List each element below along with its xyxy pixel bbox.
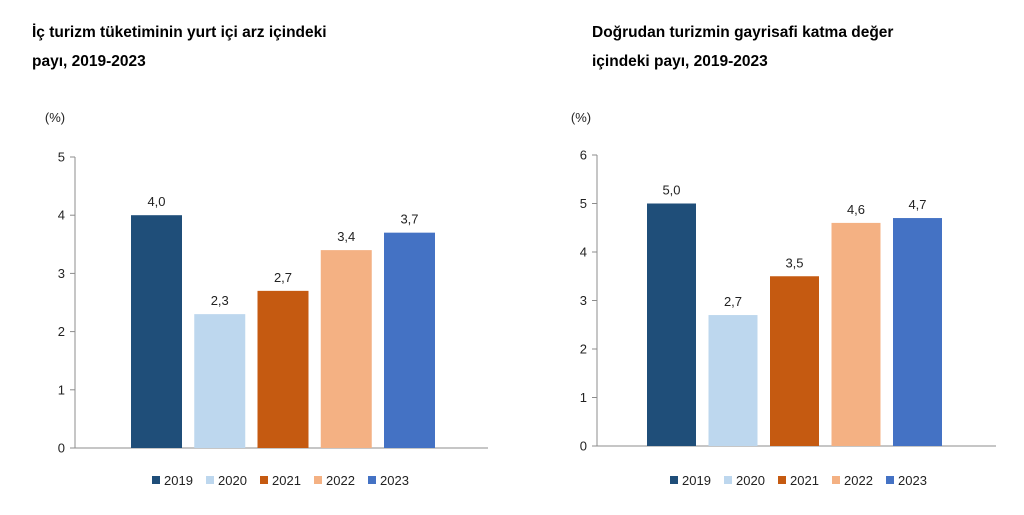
y-tick-label: 4: [580, 245, 587, 260]
y-tick-label: 1: [58, 382, 65, 397]
legend-label-2023: 2023: [380, 473, 409, 488]
bar-2020: [194, 314, 246, 448]
bar-2022: [320, 250, 372, 448]
y-tick-label: 1: [580, 390, 587, 405]
y-tick-label: 6: [580, 148, 587, 163]
legend-swatch-2019: [152, 476, 160, 484]
bar-2019: [647, 203, 696, 446]
legend-label-2020: 2020: [736, 473, 765, 488]
y-tick-label: 0: [580, 439, 587, 454]
y-tick-label: 5: [580, 196, 587, 211]
legend-label-2020: 2020: [218, 473, 247, 488]
plot-area: (%) 0 1 2 3 4 5 4,0 2,3 2,7 3,4 3,7 2019 2020 2021 2022…: [45, 110, 488, 488]
legend-label-2023: 2023: [898, 473, 927, 488]
y-tick-label: 0: [58, 441, 65, 456]
chart-title-line-1: Doğrudan turizmin gayrisafi katma değer: [592, 24, 894, 41]
y-tick-label: 3: [58, 266, 65, 281]
legend-swatch-2022: [314, 476, 322, 484]
bar-2021: [257, 290, 309, 448]
legend-swatch-2021: [778, 476, 786, 484]
legend-label-2019: 2019: [164, 473, 193, 488]
legend-label-2022: 2022: [844, 473, 873, 488]
chart-panel-right: Doğrudan turizmin gayrisafi katma değer …: [512, 0, 1024, 515]
bar-2023: [893, 218, 942, 446]
y-tick-label: 4: [58, 208, 65, 223]
chart-title: İç turizm tüketiminin yurt içi arz içind…: [32, 18, 327, 76]
y-tick-label: 2: [58, 324, 65, 339]
bar-2023: [384, 232, 435, 448]
legend-swatch-2020: [206, 476, 214, 484]
chart-panel-left: İç turizm tüketiminin yurt içi arz içind…: [32, 18, 488, 488]
legend-label-2019: 2019: [682, 473, 711, 488]
y-tick-label: 5: [58, 150, 65, 165]
legend-swatch-2023: [886, 476, 894, 484]
data-label-2023: 3,7: [400, 212, 418, 227]
bar-chart-tourism-consumption: (%) 0 1 2 3 4 5 4,0 2,3 2,7 3,4 3,7 2019 2020 2021 2022…: [45, 110, 488, 488]
legend-label-2021: 2021: [272, 473, 301, 488]
legend-label-2021: 2021: [790, 473, 819, 488]
bar-2022: [831, 222, 881, 446]
bar-chart-direct-tourism-gva: (%) 0 1 2 3 4 5 6 5,0 2,7 3,5 4,6 4,7 2019 2020 2021 202…: [571, 110, 996, 488]
legend-swatch-2022: [832, 476, 840, 484]
bar-2021: [770, 276, 819, 446]
legend-swatch-2021: [260, 476, 268, 484]
y-tick-label: 2: [580, 342, 587, 357]
data-label-2022: 3,4: [337, 229, 355, 244]
data-label-2020: 2,7: [724, 294, 742, 309]
chart-title-line-2: içindeki payı, 2019-2023: [592, 53, 768, 70]
data-label-2021: 2,7: [274, 270, 292, 285]
data-label-2020: 2,3: [211, 293, 229, 308]
data-label-2023: 4,7: [908, 197, 926, 212]
bar-2020: [708, 315, 758, 446]
data-label-2019: 4,0: [147, 194, 165, 209]
plot-area: (%) 0 1 2 3 4 5 6 5,0 2,7 3,5 4,6 4,7 2019 2020 2021 202…: [571, 110, 996, 488]
legend-swatch-2023: [368, 476, 376, 484]
bar-2019: [131, 215, 182, 448]
y-tick-label: 3: [580, 293, 587, 308]
data-label-2019: 5,0: [662, 183, 680, 198]
legend-swatch-2019: [670, 476, 678, 484]
chart-title-line-2: payı, 2019-2023: [32, 53, 146, 70]
data-label-2021: 3,5: [785, 255, 803, 270]
chart-title-line-1: İç turizm tüketiminin yurt içi arz içind…: [32, 24, 327, 41]
chart-title: Doğrudan turizmin gayrisafi katma değer …: [592, 18, 893, 76]
y-unit-label: (%): [45, 110, 65, 125]
legend-swatch-2020: [724, 476, 732, 484]
y-unit-label: (%): [571, 110, 591, 125]
legend-label-2022: 2022: [326, 473, 355, 488]
data-label-2022: 4,6: [847, 202, 865, 217]
